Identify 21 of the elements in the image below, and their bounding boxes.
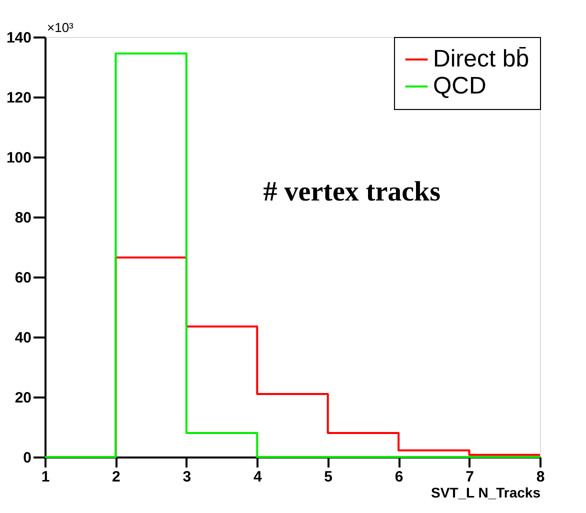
x-tick-label: 8 bbox=[536, 468, 545, 486]
text: ×10³ bbox=[47, 20, 74, 35]
legend-label: QCD bbox=[433, 72, 486, 100]
y-tick-label: 140 bbox=[6, 30, 32, 46]
x-tick-label: 6 bbox=[394, 468, 404, 486]
y-tick-label: 40 bbox=[14, 330, 32, 346]
x-tick-label: 5 bbox=[324, 468, 333, 486]
y-tick-label: 80 bbox=[14, 210, 32, 226]
y-tick-label: 120 bbox=[6, 90, 32, 106]
x-tick-label: 4 bbox=[253, 468, 262, 486]
x-axis-title: SVT_L N_Tracks bbox=[431, 484, 541, 500]
y-tick-label: 20 bbox=[14, 390, 32, 406]
annotation: # vertex tracks bbox=[263, 176, 441, 208]
y-tick-label: 60 bbox=[14, 270, 32, 286]
x-tick-label: 7 bbox=[466, 468, 474, 486]
x-tick-label: 1 bbox=[41, 468, 50, 486]
x-tick-label: 2 bbox=[112, 468, 120, 486]
x-tick-label: 3 bbox=[182, 468, 192, 486]
legend-label: Direct bb̄ bbox=[433, 46, 530, 72]
y-tick-label: 0 bbox=[23, 450, 32, 466]
y-tick-label: 100 bbox=[6, 150, 32, 166]
